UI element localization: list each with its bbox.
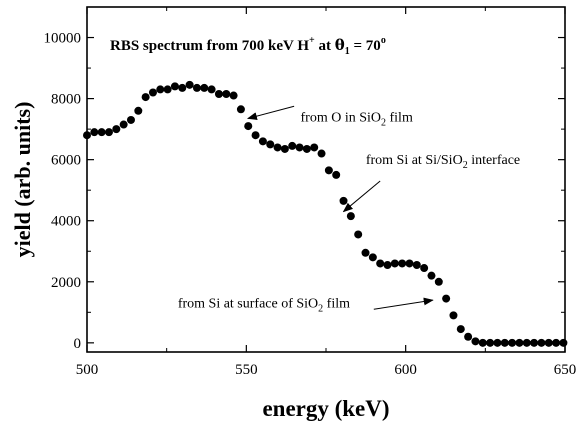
annotation-arrow-si_int bbox=[342, 180, 381, 213]
data-point bbox=[302, 144, 311, 153]
data-point bbox=[559, 338, 568, 347]
data-point bbox=[522, 338, 531, 347]
data-point bbox=[295, 143, 304, 152]
plot-area: 500 550 600 650 0 2000 4000 6000 8000 10000 energy… bbox=[10, 6, 577, 421]
x-tick-label: 500 bbox=[76, 362, 99, 378]
data-point bbox=[280, 144, 289, 153]
data-point bbox=[236, 105, 245, 114]
data-point bbox=[464, 332, 473, 341]
data-point bbox=[244, 122, 253, 131]
data-point bbox=[412, 260, 421, 269]
data-point bbox=[500, 338, 509, 347]
data-point bbox=[398, 259, 407, 268]
data-point bbox=[251, 131, 260, 140]
data-point bbox=[434, 277, 443, 286]
y-tick-label: 10000 bbox=[44, 31, 82, 47]
data-point bbox=[376, 259, 385, 268]
data-point bbox=[229, 91, 238, 100]
data-point bbox=[141, 93, 150, 102]
y-tick-label: 4000 bbox=[51, 214, 81, 230]
data-point bbox=[119, 120, 128, 129]
data-point bbox=[515, 338, 524, 347]
data-point bbox=[134, 106, 143, 115]
data-point bbox=[97, 128, 106, 137]
x-tick-label: 650 bbox=[554, 362, 577, 378]
data-point bbox=[288, 141, 297, 150]
annotation-arrow-si_surf bbox=[373, 297, 434, 310]
y-tick-label: 2000 bbox=[51, 275, 81, 291]
data-point bbox=[163, 85, 172, 94]
data-point bbox=[508, 338, 517, 347]
data-point bbox=[354, 230, 363, 239]
chart-title: RBS spectrum from 700 keV H+ at θ1 = 70o bbox=[110, 35, 386, 57]
data-point bbox=[112, 125, 121, 134]
data-point bbox=[420, 264, 429, 273]
data-point bbox=[156, 85, 165, 94]
data-point bbox=[361, 248, 370, 257]
y-tick-label: 8000 bbox=[51, 92, 81, 108]
data-point bbox=[104, 128, 113, 137]
data-point bbox=[192, 83, 201, 92]
data-point bbox=[486, 338, 495, 347]
data-point bbox=[178, 83, 187, 92]
data-point bbox=[310, 143, 319, 152]
annotation-si_surf: from Si at surface of SiO2 film bbox=[178, 297, 350, 315]
data-point bbox=[148, 88, 157, 97]
annotation-o: from O in SiO2 film bbox=[301, 110, 413, 128]
x-axis-label: energy (keV) bbox=[262, 396, 389, 421]
data-point bbox=[390, 259, 399, 268]
data-point bbox=[339, 196, 348, 205]
x-tick-label: 550 bbox=[235, 362, 258, 378]
data-point bbox=[478, 338, 487, 347]
data-point bbox=[222, 90, 231, 99]
y-tick-label: 0 bbox=[74, 336, 82, 352]
y-axis-label: yield (arb. units) bbox=[10, 102, 35, 258]
data-point bbox=[273, 143, 282, 152]
annotation-arrow-o bbox=[246, 105, 295, 121]
data-point bbox=[317, 149, 326, 158]
data-point bbox=[266, 140, 275, 149]
data-point bbox=[90, 128, 99, 137]
data-point bbox=[456, 325, 465, 334]
data-point bbox=[552, 338, 561, 347]
y-tick-label: 6000 bbox=[51, 153, 81, 169]
data-point bbox=[126, 115, 135, 124]
data-point bbox=[471, 337, 480, 346]
data-point bbox=[530, 338, 539, 347]
data-point bbox=[493, 338, 502, 347]
data-point bbox=[537, 338, 546, 347]
data-point bbox=[170, 82, 179, 91]
annotation-si_int: from Si at Si/SiO2 interface bbox=[366, 153, 520, 171]
data-point bbox=[346, 212, 355, 221]
x-tick-label: 600 bbox=[394, 362, 417, 378]
data-point bbox=[324, 166, 333, 175]
data-point bbox=[185, 80, 194, 89]
data-point bbox=[442, 294, 451, 303]
data-point bbox=[368, 253, 377, 262]
data-point bbox=[427, 271, 436, 280]
data-point bbox=[258, 137, 267, 146]
data-point bbox=[383, 260, 392, 269]
data-point bbox=[83, 131, 91, 140]
data-point bbox=[544, 338, 553, 347]
data-point bbox=[405, 259, 414, 268]
data-point bbox=[200, 83, 209, 92]
data-point bbox=[214, 90, 223, 99]
data-point bbox=[449, 311, 458, 320]
data-point bbox=[332, 170, 341, 179]
data-point bbox=[207, 85, 216, 94]
